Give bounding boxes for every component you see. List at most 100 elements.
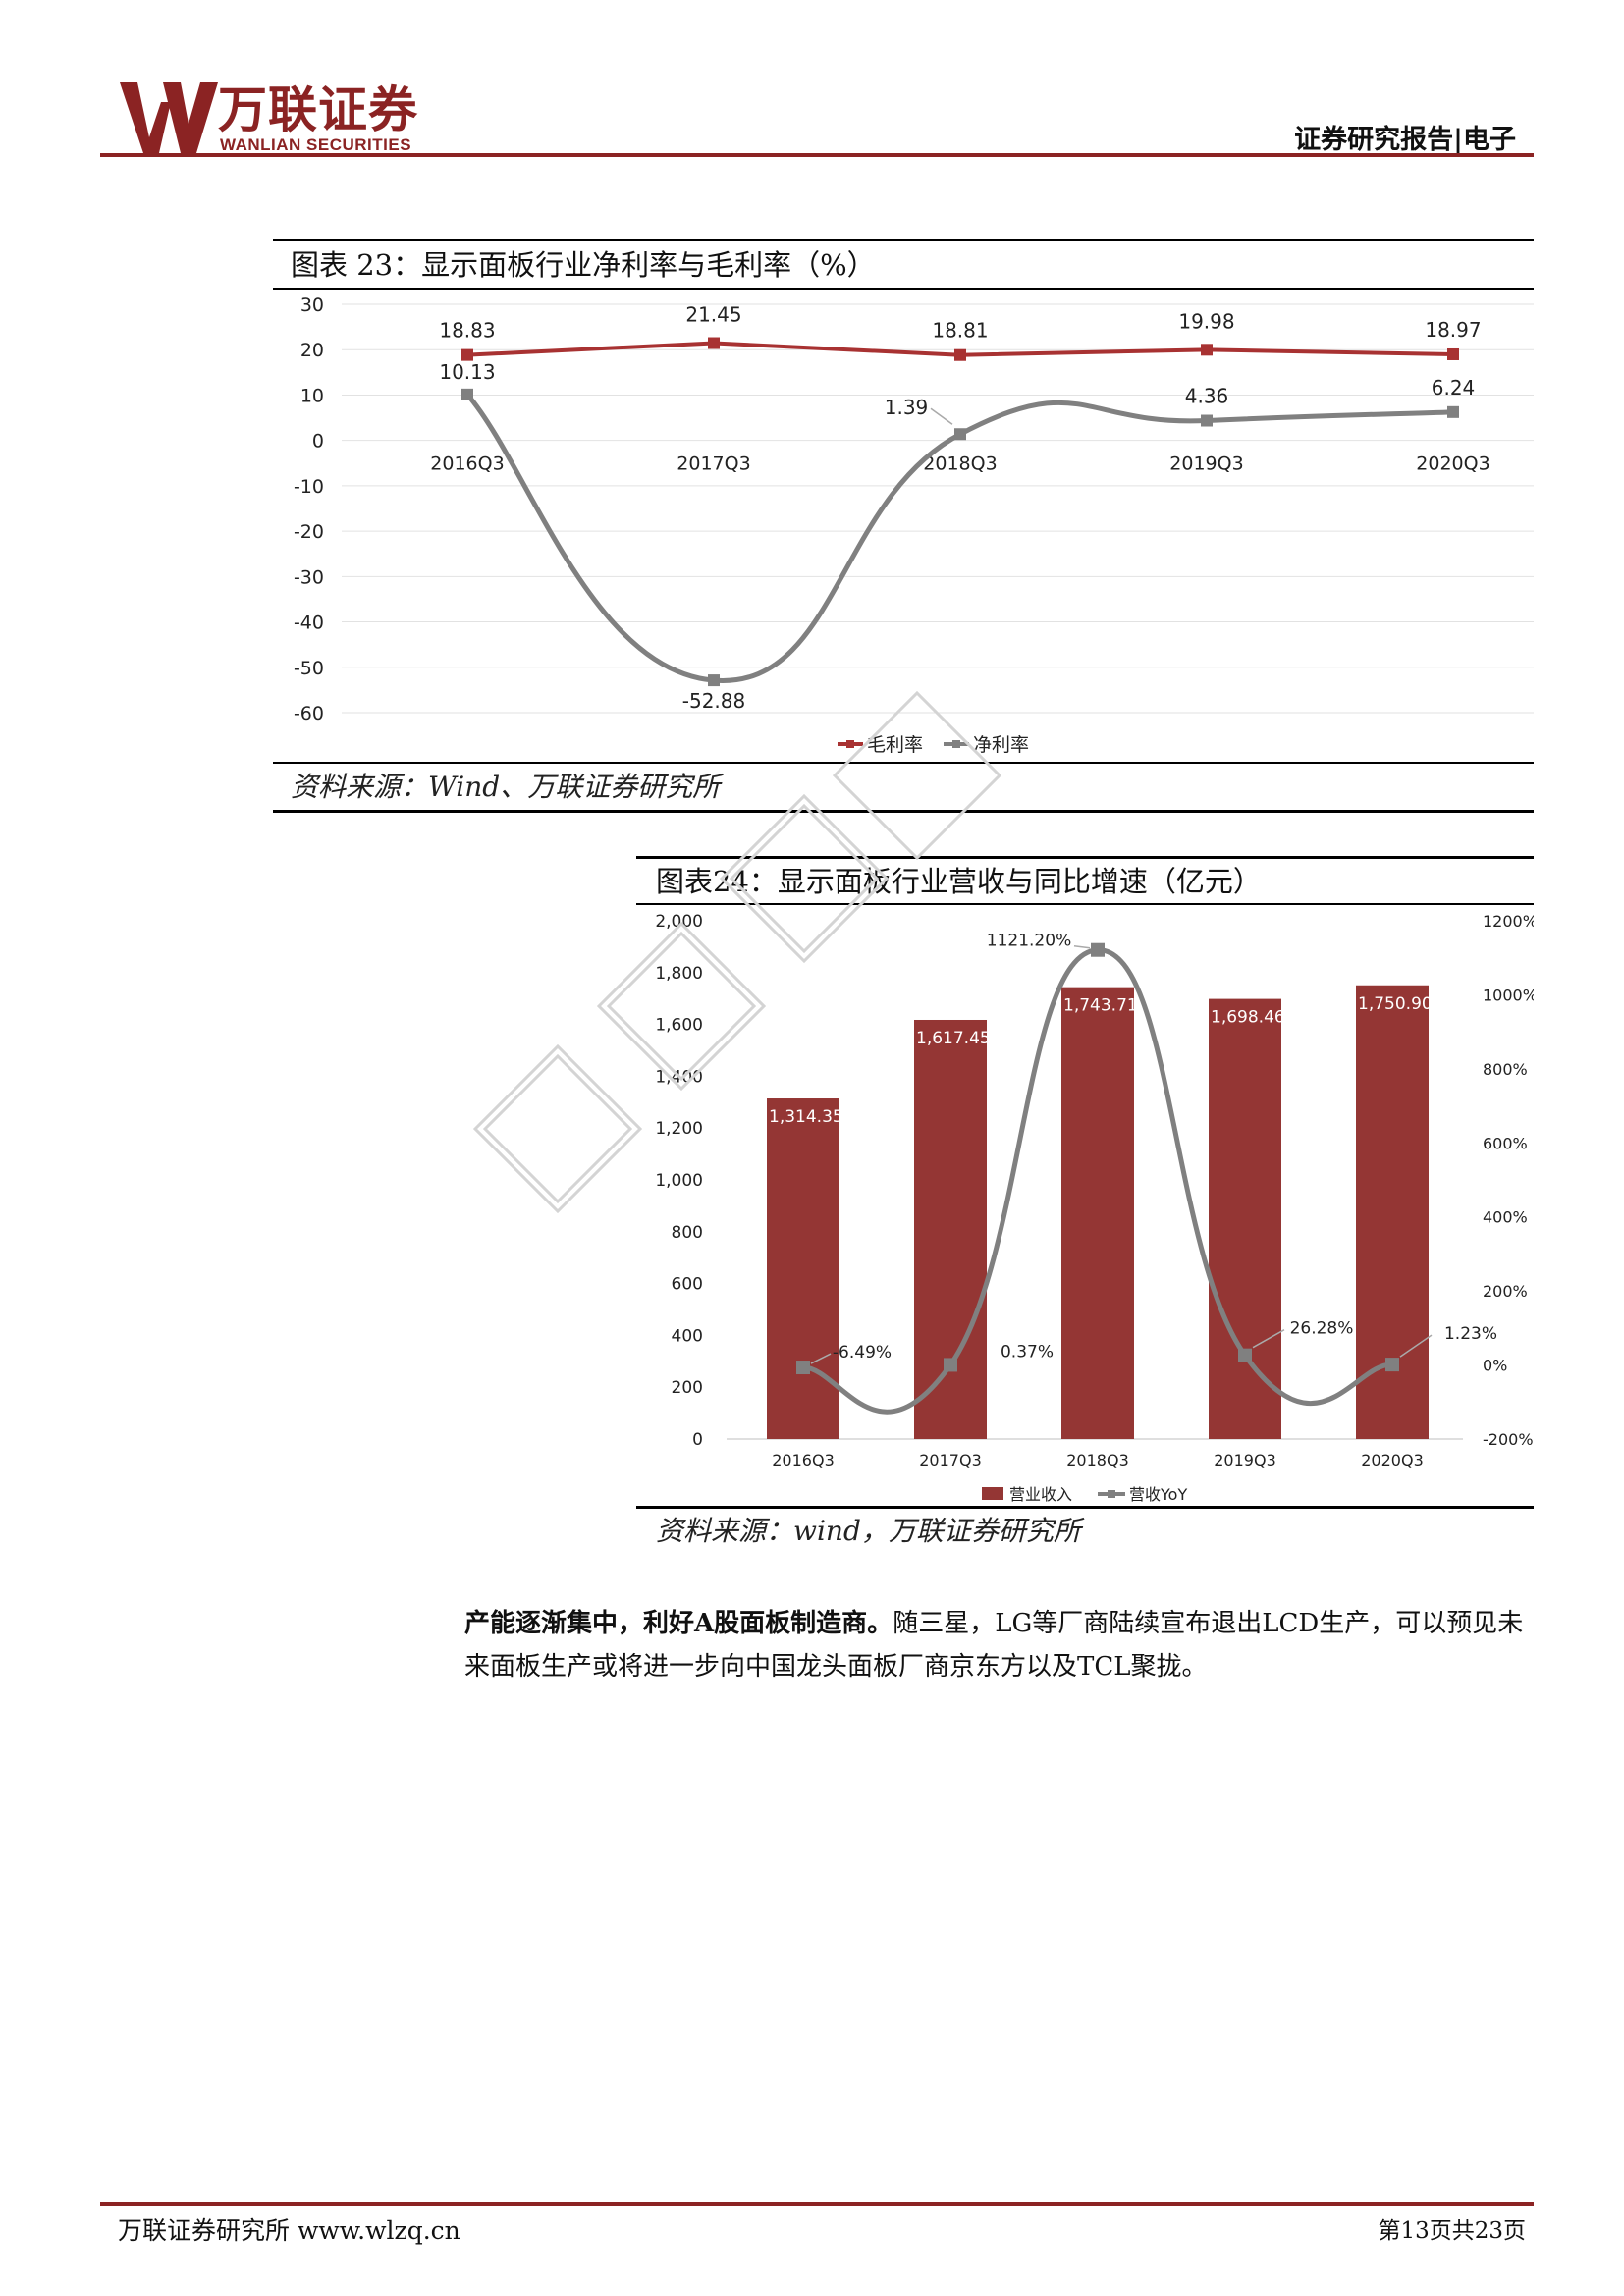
legend-label: 净利率 (973, 734, 1029, 756)
bar-value-label: 1,743.71 (1063, 996, 1138, 1016)
legend-marker (1108, 1490, 1115, 1498)
chart-legend: 营业收入 营收YoY (982, 1485, 1187, 1504)
figure24-title-rule (636, 903, 1534, 905)
y2-tick-label: 0% (1483, 1357, 1507, 1375)
figure24-source: 资料来源：wind，万联证券研究所 (656, 1515, 1081, 1547)
y-tick-label: -20 (294, 521, 324, 543)
company-logo (120, 82, 218, 153)
figure24-bottom-rule (636, 1506, 1534, 1509)
y-tick-label: 600 (672, 1275, 703, 1295)
data-label: 21.45 (685, 303, 741, 327)
y2-tick-label: 1000% (1483, 986, 1534, 1004)
data-label: 1.39 (885, 396, 929, 419)
y2-tick-label: 1200% (1483, 912, 1534, 931)
series-line-net-margin (465, 393, 1454, 683)
y-tick-label: 0 (692, 1430, 703, 1450)
legend-label: 营业收入 (1009, 1485, 1072, 1504)
bar (1061, 987, 1134, 1439)
data-point (708, 674, 720, 687)
bar (767, 1098, 839, 1439)
footer-institute: 万联证券研究所 www.wlzq.cn (118, 2216, 460, 2245)
y-tick-label: 200 (672, 1378, 703, 1398)
x-tick-label: 2018Q3 (923, 454, 997, 475)
yoy-data-label: 0.37% (1001, 1342, 1054, 1362)
y-tick-label: -30 (294, 566, 324, 588)
label-leader-line (1252, 1329, 1285, 1349)
x-tick-label: 2017Q3 (677, 454, 750, 475)
header-divider (100, 153, 1534, 157)
data-point (1091, 942, 1105, 957)
bar (914, 1019, 987, 1439)
data-point (708, 337, 720, 349)
data-point (1447, 347, 1459, 360)
data-point (944, 1358, 957, 1372)
x-tick-label: 2019Q3 (1214, 1451, 1276, 1469)
y2-tick-label: 800% (1483, 1060, 1528, 1079)
y-tick-label: 800 (672, 1223, 703, 1243)
figure23-top-rule (273, 239, 1534, 241)
bar-value-label: 1,698.46 (1211, 1008, 1285, 1028)
bar (1209, 998, 1281, 1439)
yoy-data-label: -6.49% (833, 1343, 892, 1362)
y-tick-label: 30 (300, 294, 324, 316)
data-label: 10.13 (439, 360, 495, 384)
footer-divider (100, 2202, 1534, 2206)
data-point (1447, 405, 1459, 418)
y-tick-label: 1,000 (655, 1171, 703, 1191)
y-tick-label: 1,600 (655, 1016, 703, 1036)
bar-value-label: 1,617.45 (916, 1029, 991, 1048)
y2-tick-label: 400% (1483, 1208, 1528, 1227)
revenue-chart: 2,000 1,800 1,600 1,400 1,200 1,000 800 600 400 2… (655, 912, 1534, 1504)
margin-chart: 30 20 10 0 -10 -20 -30 -40 -50 -60 2016Q3 2017Q3 201… (294, 294, 1534, 756)
label-leader-line (1073, 944, 1091, 949)
brand-name-en: WANLIAN SECURITIES (220, 135, 412, 154)
legend-label: 营收YoY (1129, 1485, 1187, 1504)
page-number: 第13页共23页 (1378, 2218, 1526, 2244)
yoy-data-label: 1121.20% (987, 932, 1071, 951)
data-point (461, 348, 473, 361)
yoy-data-label: 1.23% (1444, 1324, 1497, 1344)
data-label: 18.83 (439, 319, 495, 343)
yoy-data-label: 26.28% (1290, 1319, 1354, 1339)
data-point (954, 428, 966, 441)
figure23-title-rule (273, 288, 1534, 290)
x-tick-label: 2020Q3 (1361, 1451, 1424, 1469)
y-tick-label: 1,800 (655, 964, 703, 984)
data-label: -52.88 (682, 689, 745, 713)
y-tick-label: 1,200 (655, 1119, 703, 1139)
legend-marker (952, 740, 960, 748)
brand-name-cn: 万联证券 (218, 81, 418, 138)
body-paragraph: 产能逐渐集中，利好A股面板制造商。随三星，LG等厂商陆续宣布退出LCD生产，可以… (464, 1602, 1525, 1688)
x-tick-label: 2016Q3 (772, 1451, 835, 1469)
label-leader-line (930, 407, 953, 425)
figure23-source-rule (273, 810, 1534, 813)
bar-value-label: 1,750.90 (1358, 994, 1433, 1014)
y-tick-label: 0 (312, 431, 324, 453)
x-tick-label: 2016Q3 (430, 454, 504, 475)
y-tick-label: 20 (300, 340, 324, 361)
x-tick-label: 2018Q3 (1066, 1451, 1129, 1469)
figure23-source: 资料来源：Wind、万联证券研究所 (291, 771, 721, 803)
y-tick-label: 1,400 (655, 1067, 703, 1087)
data-point (796, 1361, 810, 1375)
y-tick-label: -10 (294, 476, 324, 498)
data-label: 19.98 (1178, 309, 1234, 333)
data-point (461, 388, 473, 400)
data-point (954, 348, 966, 361)
y2-tick-label: -200% (1483, 1430, 1534, 1449)
x-tick-label: 2019Q3 (1169, 454, 1243, 475)
x-tick-label: 2020Q3 (1416, 454, 1489, 475)
label-leader-line (1399, 1334, 1433, 1358)
data-label: 18.81 (932, 319, 988, 343)
figure24-top-rule (636, 856, 1534, 859)
y-tick-label: -50 (294, 658, 324, 679)
bar-value-label: 1,314.35 (769, 1107, 843, 1127)
figure23-title: 图表 23：显示面板行业净利率与毛利率（%） (291, 248, 876, 282)
data-point (1201, 414, 1213, 427)
label-leader-line (810, 1353, 832, 1364)
y-tick-label: 10 (300, 385, 324, 406)
data-point (1238, 1348, 1252, 1362)
data-label: 4.36 (1185, 385, 1229, 408)
paragraph-lead: 产能逐渐集中，利好A股面板制造商。 (464, 1609, 893, 1638)
data-label: 6.24 (1432, 376, 1476, 400)
